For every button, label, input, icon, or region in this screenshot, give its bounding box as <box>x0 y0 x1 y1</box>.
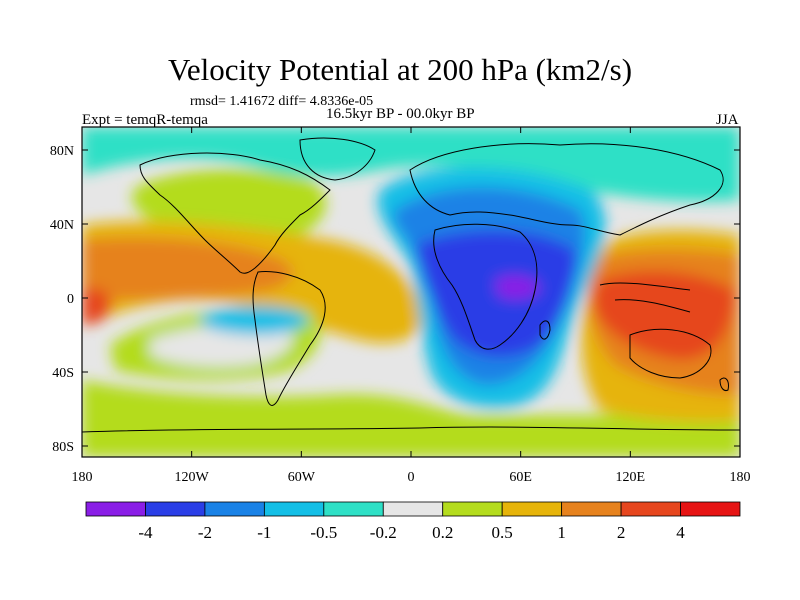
colorbar-label: 1 <box>557 523 566 542</box>
field-region-south-green <box>82 380 740 457</box>
coast-maritime-continent <box>599 282 691 313</box>
coast-south-america <box>252 271 326 406</box>
lat-tick-label: 40S <box>52 366 74 381</box>
colorbar-swatch <box>263 501 325 517</box>
coast-new-zealand <box>719 377 729 391</box>
colorbar-label: -1 <box>257 523 271 542</box>
velocity-potential-field <box>82 127 740 457</box>
colorbar-label: 4 <box>676 523 685 542</box>
colorbar-swatch <box>204 501 265 517</box>
colorbar-swatch <box>561 501 622 517</box>
experiment-label: Expt = temqR-temqa <box>82 112 208 128</box>
colorbar-label: 0.2 <box>432 523 453 542</box>
field-region-africa-darkblue <box>415 230 576 358</box>
coast-greenland <box>299 137 376 181</box>
colorbar-swatch <box>85 501 146 517</box>
field-region-dateline-red <box>82 288 112 325</box>
longitude-axis: 180 120W 60W 0 60E 120E 180 <box>72 127 751 485</box>
field-region-north-teal <box>82 127 740 202</box>
coast-africa <box>433 223 538 350</box>
lon-tick-label: 0 <box>408 470 415 485</box>
colorbar-swatch <box>145 501 206 517</box>
colorbar-swatch <box>382 501 444 517</box>
lon-tick-label: 120E <box>616 470 646 485</box>
lat-tick-label: 40N <box>50 218 74 233</box>
coast-antarctica <box>82 426 740 433</box>
lat-tick-label: 0 <box>67 292 74 307</box>
field-region-west-orange <box>82 238 293 300</box>
coast-madagascar <box>539 320 551 340</box>
colorbar-label: 0.5 <box>492 523 513 542</box>
colorbar-label: 2 <box>617 523 626 542</box>
colorbar-label: -2 <box>198 523 212 542</box>
stats-text: rmsd= 1.41672 diff= 4.8336e-05 <box>190 94 374 109</box>
colorbar-swatch <box>442 501 503 517</box>
lat-tick-label: 80S <box>52 440 74 455</box>
coast-north-america <box>139 152 331 274</box>
colorbar-swatch <box>680 501 741 517</box>
lon-tick-label: 60E <box>509 470 532 485</box>
coast-eurasia <box>409 143 724 236</box>
season-label: JJA <box>716 112 739 128</box>
period-text: 16.5kyr BP - 00.0kyr BP <box>326 106 475 122</box>
latitude-axis: 80N 40N 0 40S 80S <box>50 144 740 455</box>
colorbar: -4 -2 -1 -0.5 -0.2 0.2 0.5 1 2 4 <box>85 501 741 542</box>
colorbar-swatch <box>501 501 563 517</box>
coastlines <box>82 137 740 433</box>
field-region-africa-purple <box>495 275 540 300</box>
map-title: Velocity Potential at 200 hPa (km2/s) <box>167 52 633 87</box>
lat-tick-label: 80N <box>50 144 74 159</box>
coast-australia <box>629 328 712 379</box>
colorbar-label: -0.2 <box>370 523 397 542</box>
colorbar-label: -0.5 <box>310 523 337 542</box>
colorbar-swatch <box>323 501 384 517</box>
colorbar-swatch <box>620 501 681 517</box>
lon-tick-label: 180 <box>72 470 93 485</box>
colorbar-label: -4 <box>138 523 153 542</box>
lon-tick-label: 120W <box>175 470 210 485</box>
lon-tick-label: 180 <box>730 470 751 485</box>
lon-tick-label: 60W <box>288 470 316 485</box>
